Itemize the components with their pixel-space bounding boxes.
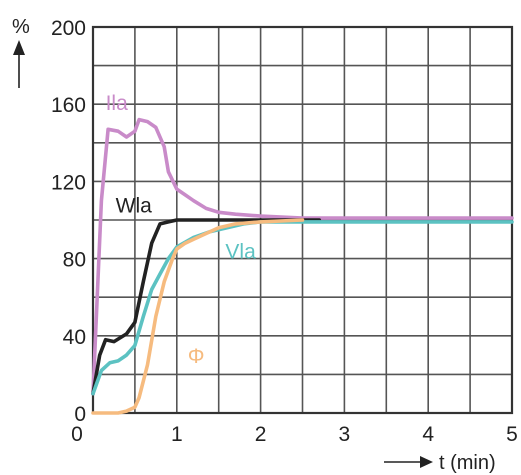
y-tick-label: 0 xyxy=(74,403,86,426)
y-tick-label: 80 xyxy=(63,249,86,272)
series-label: Vla xyxy=(225,241,256,264)
series-label: Wla xyxy=(116,194,152,217)
x-tick-label: 2 xyxy=(255,423,267,446)
x-axis-label: t (min) xyxy=(439,452,496,474)
x-axis-arrow-head xyxy=(420,456,433,468)
x-tick-label: 5 xyxy=(506,423,518,446)
x-tick-label: 4 xyxy=(422,423,434,446)
x-tick-label: 0 xyxy=(71,423,83,446)
series-label: Φ xyxy=(188,345,205,368)
y-axis-arrow-head xyxy=(13,40,25,55)
y-tick-label: 120 xyxy=(51,171,86,194)
x-tick-label: 1 xyxy=(171,423,183,446)
chart-series xyxy=(91,117,514,415)
series-line xyxy=(91,117,514,396)
plot-frame xyxy=(91,25,514,415)
chart-grid xyxy=(91,25,514,415)
y-tick-label: 40 xyxy=(63,326,86,349)
series-label: Ila xyxy=(106,92,129,115)
y-tick-label: 200 xyxy=(51,17,86,40)
series-line xyxy=(91,218,305,415)
chart-labels: 0 40 80 120 160 200 0 1 2 3 4 5 Ila Wla Vla Φ xyxy=(51,17,518,446)
series-line xyxy=(91,218,322,396)
y-tick-label: 160 xyxy=(51,94,86,117)
x-tick-label: 3 xyxy=(339,423,351,446)
y-axis-label: % xyxy=(12,16,30,38)
